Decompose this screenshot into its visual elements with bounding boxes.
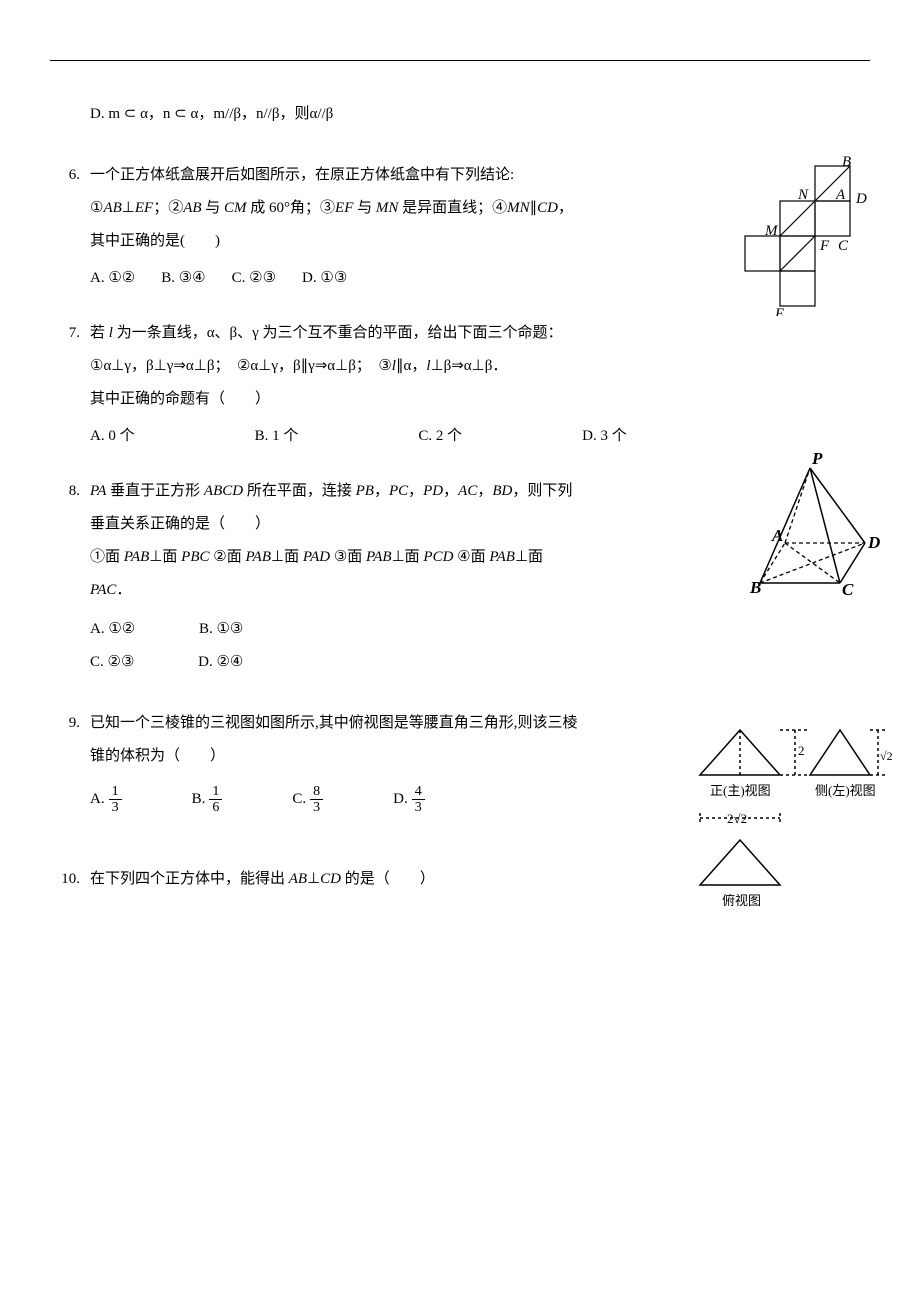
stem-line-1: 一个正方体纸盒展开后如图所示，在原正方体纸盒中有下列结论: xyxy=(90,162,690,189)
stem-line-4: PAC． xyxy=(90,577,710,604)
figure-unfolded-cube: B N A D M F C E xyxy=(720,156,890,326)
stem-line-2: ①α⊥γ，β⊥γ⇒α⊥β； ②α⊥γ，β∥γ⇒α⊥β； ③l∥α，l⊥β⇒α⊥β… xyxy=(90,353,870,380)
stem-line-1: 已知一个三棱锥的三视图如图所示,其中俯视图是等腰直角三角形,则该三棱 xyxy=(90,710,670,737)
svg-text:2√2: 2√2 xyxy=(727,811,747,826)
option-b: B. ①③ xyxy=(199,621,243,637)
svg-text:B: B xyxy=(842,156,851,170)
stem-line-2: ①AB⊥EF；②AB 与 CM 成 60°角；③EF 与 MN 是异面直线；④M… xyxy=(90,195,690,222)
stem-line-3: ①面 PAB⊥面 PBC ②面 PAB⊥面 PAD ③面 PAB⊥面 PCD ④… xyxy=(90,544,710,571)
option-c: C. 83 xyxy=(292,784,323,816)
option-a: A. ①② xyxy=(90,265,135,292)
stem-line-2: 锥的体积为（ ） xyxy=(90,743,670,770)
svg-text:2: 2 xyxy=(798,743,805,758)
svg-text:C: C xyxy=(838,238,849,254)
svg-text:√2: √2 xyxy=(880,749,893,763)
option-b: B. 16 xyxy=(192,784,223,816)
options-row: A. ①② B. ③④ C. ②③ D. ①③ xyxy=(90,265,690,292)
option-c: C. ②③ xyxy=(90,654,134,670)
option-b: B. ③④ xyxy=(161,265,205,292)
svg-text:A: A xyxy=(835,187,846,203)
question-number: 8. xyxy=(50,478,90,505)
figure-pyramid: P A B C D xyxy=(730,448,880,608)
option-a: A. 13 xyxy=(90,784,122,816)
question-10: 10. 在下列四个正方体中，能得出 AB⊥CD 的是（ ） xyxy=(50,866,870,899)
question-7: 7. 若 l 为一条直线，α、β、γ 为三个互不重合的平面，给出下面三个命题： … xyxy=(50,320,870,450)
options-row: A. 13 B. 16 C. 83 D. 43 xyxy=(90,784,670,816)
svg-text:E: E xyxy=(774,306,784,316)
question-number: 9. xyxy=(50,710,90,737)
option-d: D. 3 个 xyxy=(582,423,627,450)
svg-text:F: F xyxy=(819,238,830,254)
option-b: B. 1 个 xyxy=(255,423,299,450)
options-row: A. 0 个 B. 1 个 C. 2 个 D. 3 个 xyxy=(90,423,870,450)
svg-text:N: N xyxy=(797,187,809,203)
stem-line-1: 在下列四个正方体中，能得出 AB⊥CD 的是（ ） xyxy=(90,866,870,893)
option-a: A. 0 个 xyxy=(90,423,135,450)
stem-line-1: 若 l 为一条直线，α、β、γ 为三个互不重合的平面，给出下面三个命题： xyxy=(90,320,870,347)
svg-text:D: D xyxy=(855,191,867,207)
stem-line-1: PA 垂直于正方形 ABCD 所在平面，连接 PB，PC，PD，AC，BD，则下… xyxy=(90,478,710,505)
svg-text:P: P xyxy=(811,449,823,468)
question-5-tail: D. m ⊂ α，n ⊂ α，m//β，n//β，则α//β xyxy=(50,101,870,134)
option-c: C. 2 个 xyxy=(418,423,462,450)
question-6: 6. 一个正方体纸盒展开后如图所示，在原正方体纸盒中有下列结论: ①AB⊥EF；… xyxy=(50,162,870,292)
svg-text:B: B xyxy=(749,578,761,597)
option-d: D. ①③ xyxy=(302,265,347,292)
figure-three-views: 2 √2 正(主)视图 侧(左)视图 2√2 俯视图 xyxy=(680,720,900,950)
svg-text:C: C xyxy=(842,580,854,598)
option-a: A. ①② xyxy=(90,621,135,637)
stem-line-3: 其中正确的是( ) xyxy=(90,228,690,255)
question-number: 6. xyxy=(50,162,90,189)
stem-line-2: 垂直关系正确的是（ ） xyxy=(90,511,710,538)
svg-text:A: A xyxy=(771,526,783,545)
question-number: 10. xyxy=(50,866,90,893)
question-9: 9. 已知一个三棱锥的三视图如图所示,其中俯视图是等腰直角三角形,则该三棱 锥的… xyxy=(50,710,870,816)
svg-text:M: M xyxy=(764,223,779,239)
option-d-text: D. m ⊂ α，n ⊂ α，m//β，n//β，则α//β xyxy=(90,101,870,128)
stem-line-3: 其中正确的命题有（ ） xyxy=(90,386,870,413)
option-d: D. ②④ xyxy=(198,654,243,670)
option-c: C. ②③ xyxy=(232,265,276,292)
options-block: A. ①② B. ①③ C. ②③ D. ②④ xyxy=(90,616,710,676)
question-number: 7. xyxy=(50,320,90,347)
question-8: 8. PA 垂直于正方形 ABCD 所在平面，连接 PB，PC，PD，AC，BD… xyxy=(50,478,870,682)
svg-text:侧(左)视图: 侧(左)视图 xyxy=(815,783,876,798)
svg-text:D: D xyxy=(867,533,880,552)
svg-text:正(主)视图: 正(主)视图 xyxy=(710,783,771,798)
option-d: D. 43 xyxy=(393,784,425,816)
